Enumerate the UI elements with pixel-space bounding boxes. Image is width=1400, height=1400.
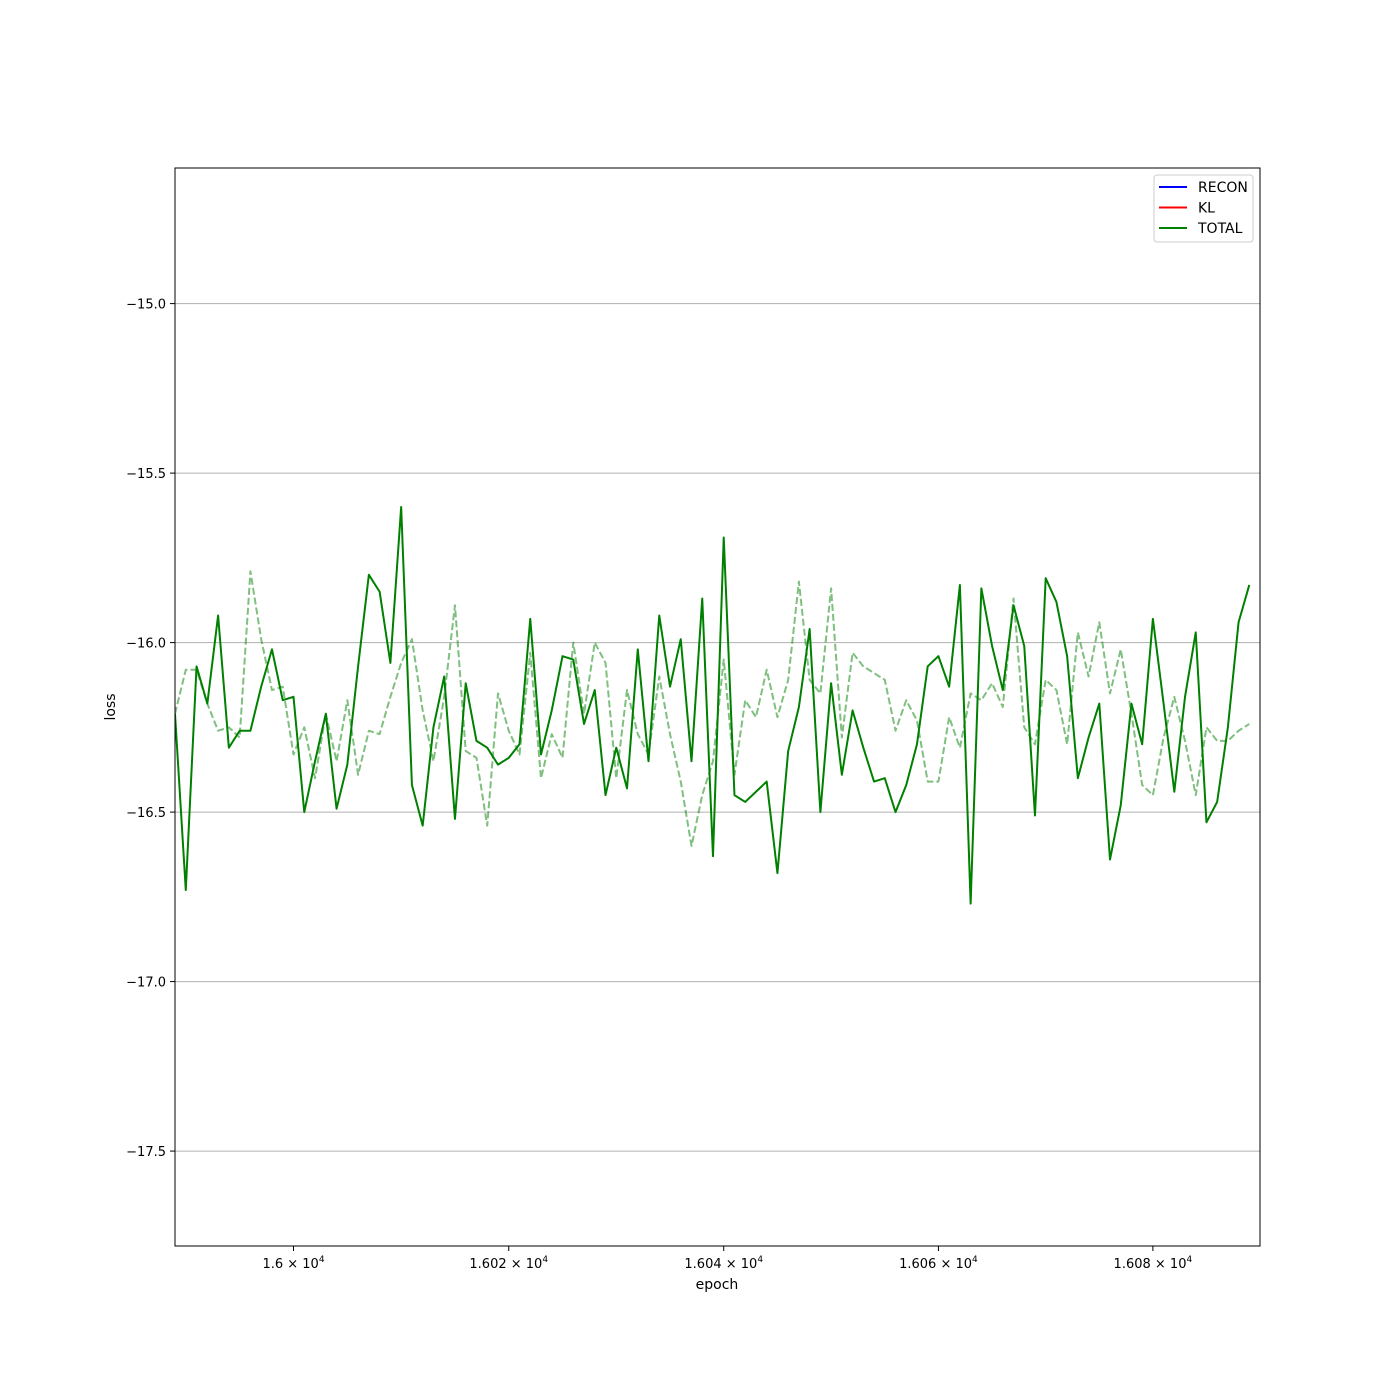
x-tick-times-sign: × 10 [722, 1257, 758, 1272]
x-tick-exponent: 4 [1186, 1255, 1192, 1265]
x-tick-label: 1.604 × 104 [684, 1255, 763, 1272]
legend-box [1153, 174, 1254, 243]
y-tick-label: −17.0 [126, 976, 166, 991]
y-tick-label: −15.5 [126, 467, 166, 482]
y-tick-label: −16.0 [126, 637, 166, 652]
x-tick-mantissa: 1.602 [469, 1257, 506, 1272]
x-tick-times-sign: × 10 [936, 1257, 972, 1272]
plot-area-frame [174, 167, 1261, 1247]
x-tick-label: 1.608 × 104 [1114, 1255, 1193, 1272]
x-tick-mantissa: 1.608 [1114, 1257, 1151, 1272]
legend-label: KL [1198, 201, 1215, 217]
x-axis-ticks: 1.6 × 104 1.602 × 104 1.604 × 104 1.606 × 1… [262, 1246, 1192, 1272]
legend: RECON KL TOTAL [1153, 174, 1254, 243]
x-tick-label: 1.606 × 104 [899, 1255, 978, 1272]
x-tick-label: 1.602 × 104 [469, 1255, 548, 1272]
x-tick-exponent: 4 [972, 1255, 978, 1265]
x-tick-exponent: 4 [319, 1255, 325, 1265]
x-tick-exponent: 4 [542, 1255, 548, 1265]
x-tick-times-sign: × 10 [1151, 1257, 1187, 1272]
x-tick-mantissa: 1.606 [899, 1257, 936, 1272]
y-tick-label: −16.5 [126, 806, 166, 821]
x-tick-label: 1.6 × 104 [262, 1255, 324, 1272]
x-tick-mantissa: 1.604 [684, 1257, 721, 1272]
x-axis-label: epoch [696, 1277, 739, 1293]
y-gridlines [175, 303, 1260, 1152]
legend-label: TOTAL [1197, 221, 1243, 237]
x-tick-times-sign: × 10 [507, 1257, 543, 1272]
x-tick-exponent: 4 [757, 1255, 763, 1265]
x-tick-mantissa: 1.6 [262, 1257, 283, 1272]
y-tick-label: −17.5 [126, 1145, 166, 1160]
series-lines [175, 505, 1251, 905]
x-tick-times-sign: × 10 [283, 1257, 319, 1272]
series-line-total [175, 505, 1251, 905]
y-axis-label: loss [103, 693, 119, 720]
legend-label: RECON [1198, 180, 1248, 196]
y-tick-label: −15.0 [126, 298, 166, 313]
y-axis-ticks: −15.0 −15.5 −16.0 −16.5 −17.0 −17.5 [126, 298, 175, 1160]
